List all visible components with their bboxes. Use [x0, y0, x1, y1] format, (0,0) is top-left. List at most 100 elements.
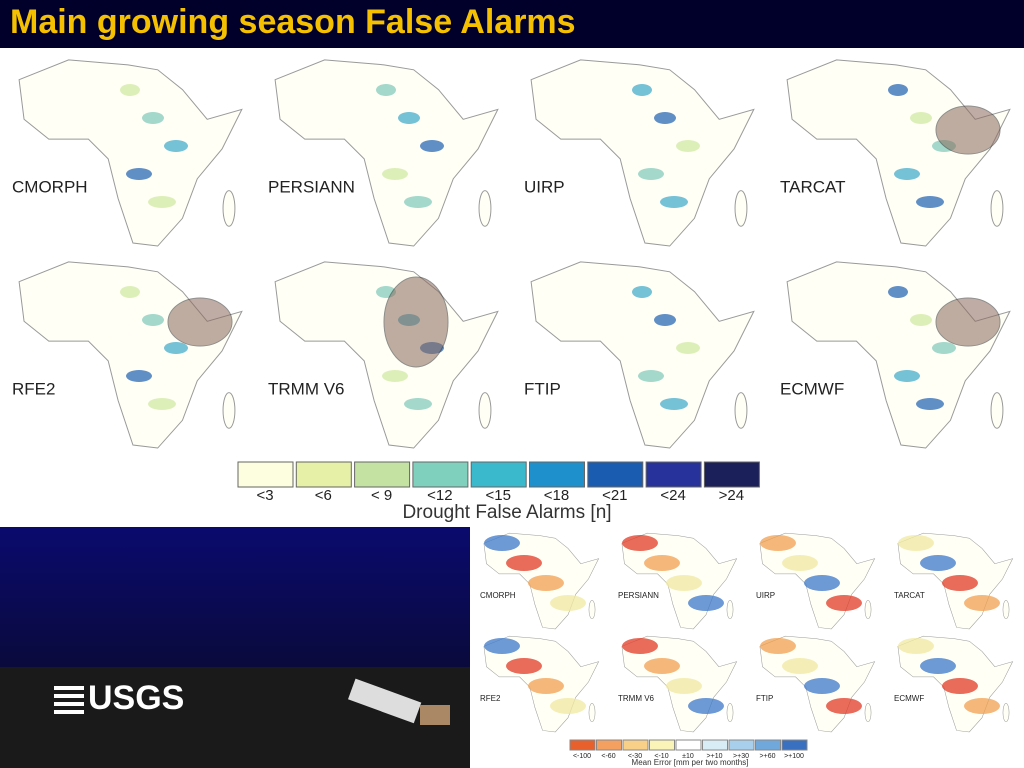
false-alarm-area — [120, 286, 140, 298]
false-alarm-area — [404, 398, 432, 410]
legend-swatch — [237, 461, 294, 488]
map-panel: PERSIANN — [268, 59, 499, 247]
legend-swatch — [645, 461, 702, 488]
error-area — [666, 678, 702, 694]
map-label: ECMWF — [894, 694, 924, 703]
satellite — [348, 678, 450, 725]
false-alarm-area — [404, 196, 432, 208]
error-area — [782, 658, 818, 674]
false-alarm-area — [894, 168, 920, 180]
legend-swatch — [703, 461, 760, 488]
map-label: PERSIANN — [618, 591, 659, 600]
error-area — [964, 595, 1000, 611]
map-panel: CMORPH — [480, 532, 599, 630]
error-area — [782, 555, 818, 571]
legend-label: <21 — [602, 487, 627, 504]
false-alarm-area — [164, 140, 188, 152]
map-panel: ECMWF — [780, 261, 1011, 449]
legend-label: <12 — [427, 487, 452, 504]
false-alarm-area — [916, 196, 944, 208]
legend-swatch — [529, 461, 585, 488]
map-label: RFE2 — [480, 694, 501, 703]
error-area — [666, 575, 702, 591]
highlight-circle — [167, 297, 233, 347]
map-label: PERSIANN — [268, 177, 355, 196]
false-alarm-area — [676, 140, 700, 152]
false-alarm-area — [916, 398, 944, 410]
false-alarm-area — [654, 112, 676, 124]
error-area — [528, 678, 564, 694]
legend-label: ±10 — [682, 753, 694, 760]
false-alarm-area — [126, 168, 152, 180]
error-area — [942, 575, 978, 591]
map-panel: RFE2 — [480, 635, 599, 733]
false-alarm-area — [910, 112, 932, 124]
map-label: ECMWF — [780, 379, 844, 398]
legend-label: >+10 — [707, 753, 723, 760]
legend-swatch — [622, 739, 649, 751]
error-area — [804, 575, 840, 591]
error-area — [942, 678, 978, 694]
false-alarm-area — [148, 398, 176, 410]
logo-band — [0, 667, 470, 768]
usgs-mark — [54, 686, 84, 714]
legend-swatch — [728, 739, 755, 751]
legend-swatch — [649, 739, 675, 751]
error-area — [804, 678, 840, 694]
error-area — [528, 575, 564, 591]
logo-text: USGS — [88, 679, 184, 717]
map-label: FTIP — [524, 379, 561, 398]
map-label: RFE2 — [12, 379, 55, 398]
legend-label: <-100 — [573, 753, 591, 760]
false-alarm-area — [632, 84, 652, 96]
false-alarm-area — [932, 342, 956, 354]
highlight-circle — [935, 297, 1001, 347]
legend-swatch — [675, 739, 702, 751]
false-alarm-area — [382, 168, 408, 180]
legend-label: >24 — [719, 487, 744, 504]
false-alarm-area — [888, 84, 908, 96]
false-alarm-area — [894, 370, 920, 382]
false-alarm-area — [638, 168, 664, 180]
legend-label: <3 — [256, 487, 273, 504]
false-alarm-area — [164, 342, 188, 354]
map-panel: TRMM V6 — [618, 635, 737, 733]
highlight-circle — [935, 105, 1001, 155]
legend-label: <-10 — [654, 753, 668, 760]
map-label: CMORPH — [480, 591, 516, 600]
false-alarm-area — [148, 196, 176, 208]
false-alarm-area — [142, 314, 164, 326]
false-alarm-area — [382, 370, 408, 382]
map-panel: TARCAT — [894, 532, 1013, 630]
error-area — [826, 595, 862, 611]
map-label: TARCAT — [894, 591, 925, 600]
error-area — [484, 638, 520, 654]
title-bar — [0, 0, 1024, 48]
error-area — [506, 658, 542, 674]
legend-label: <24 — [660, 487, 685, 504]
error-area — [920, 658, 956, 674]
highlight-circle — [383, 276, 449, 368]
map-panel: CMORPH — [12, 59, 243, 247]
legend-swatch — [702, 739, 728, 751]
error-area — [898, 535, 934, 551]
map-panel: UIRP — [524, 59, 755, 247]
legend-swatch — [587, 461, 644, 488]
legend-label: >+60 — [760, 753, 776, 760]
legend-label: <15 — [485, 487, 510, 504]
error-area — [550, 595, 586, 611]
error-area — [688, 595, 724, 611]
false-alarm-area — [126, 370, 152, 382]
legend-label: <18 — [544, 487, 569, 504]
error-area — [550, 698, 586, 714]
legend-label: >+30 — [733, 753, 749, 760]
error-area — [622, 638, 658, 654]
legend-swatch — [596, 739, 622, 751]
false-alarm-area — [398, 112, 420, 124]
map-label: UIRP — [524, 177, 565, 196]
error-area — [644, 658, 680, 674]
false-alarm-area — [888, 286, 908, 298]
error-area — [484, 535, 520, 551]
false-alarm-area — [376, 84, 396, 96]
